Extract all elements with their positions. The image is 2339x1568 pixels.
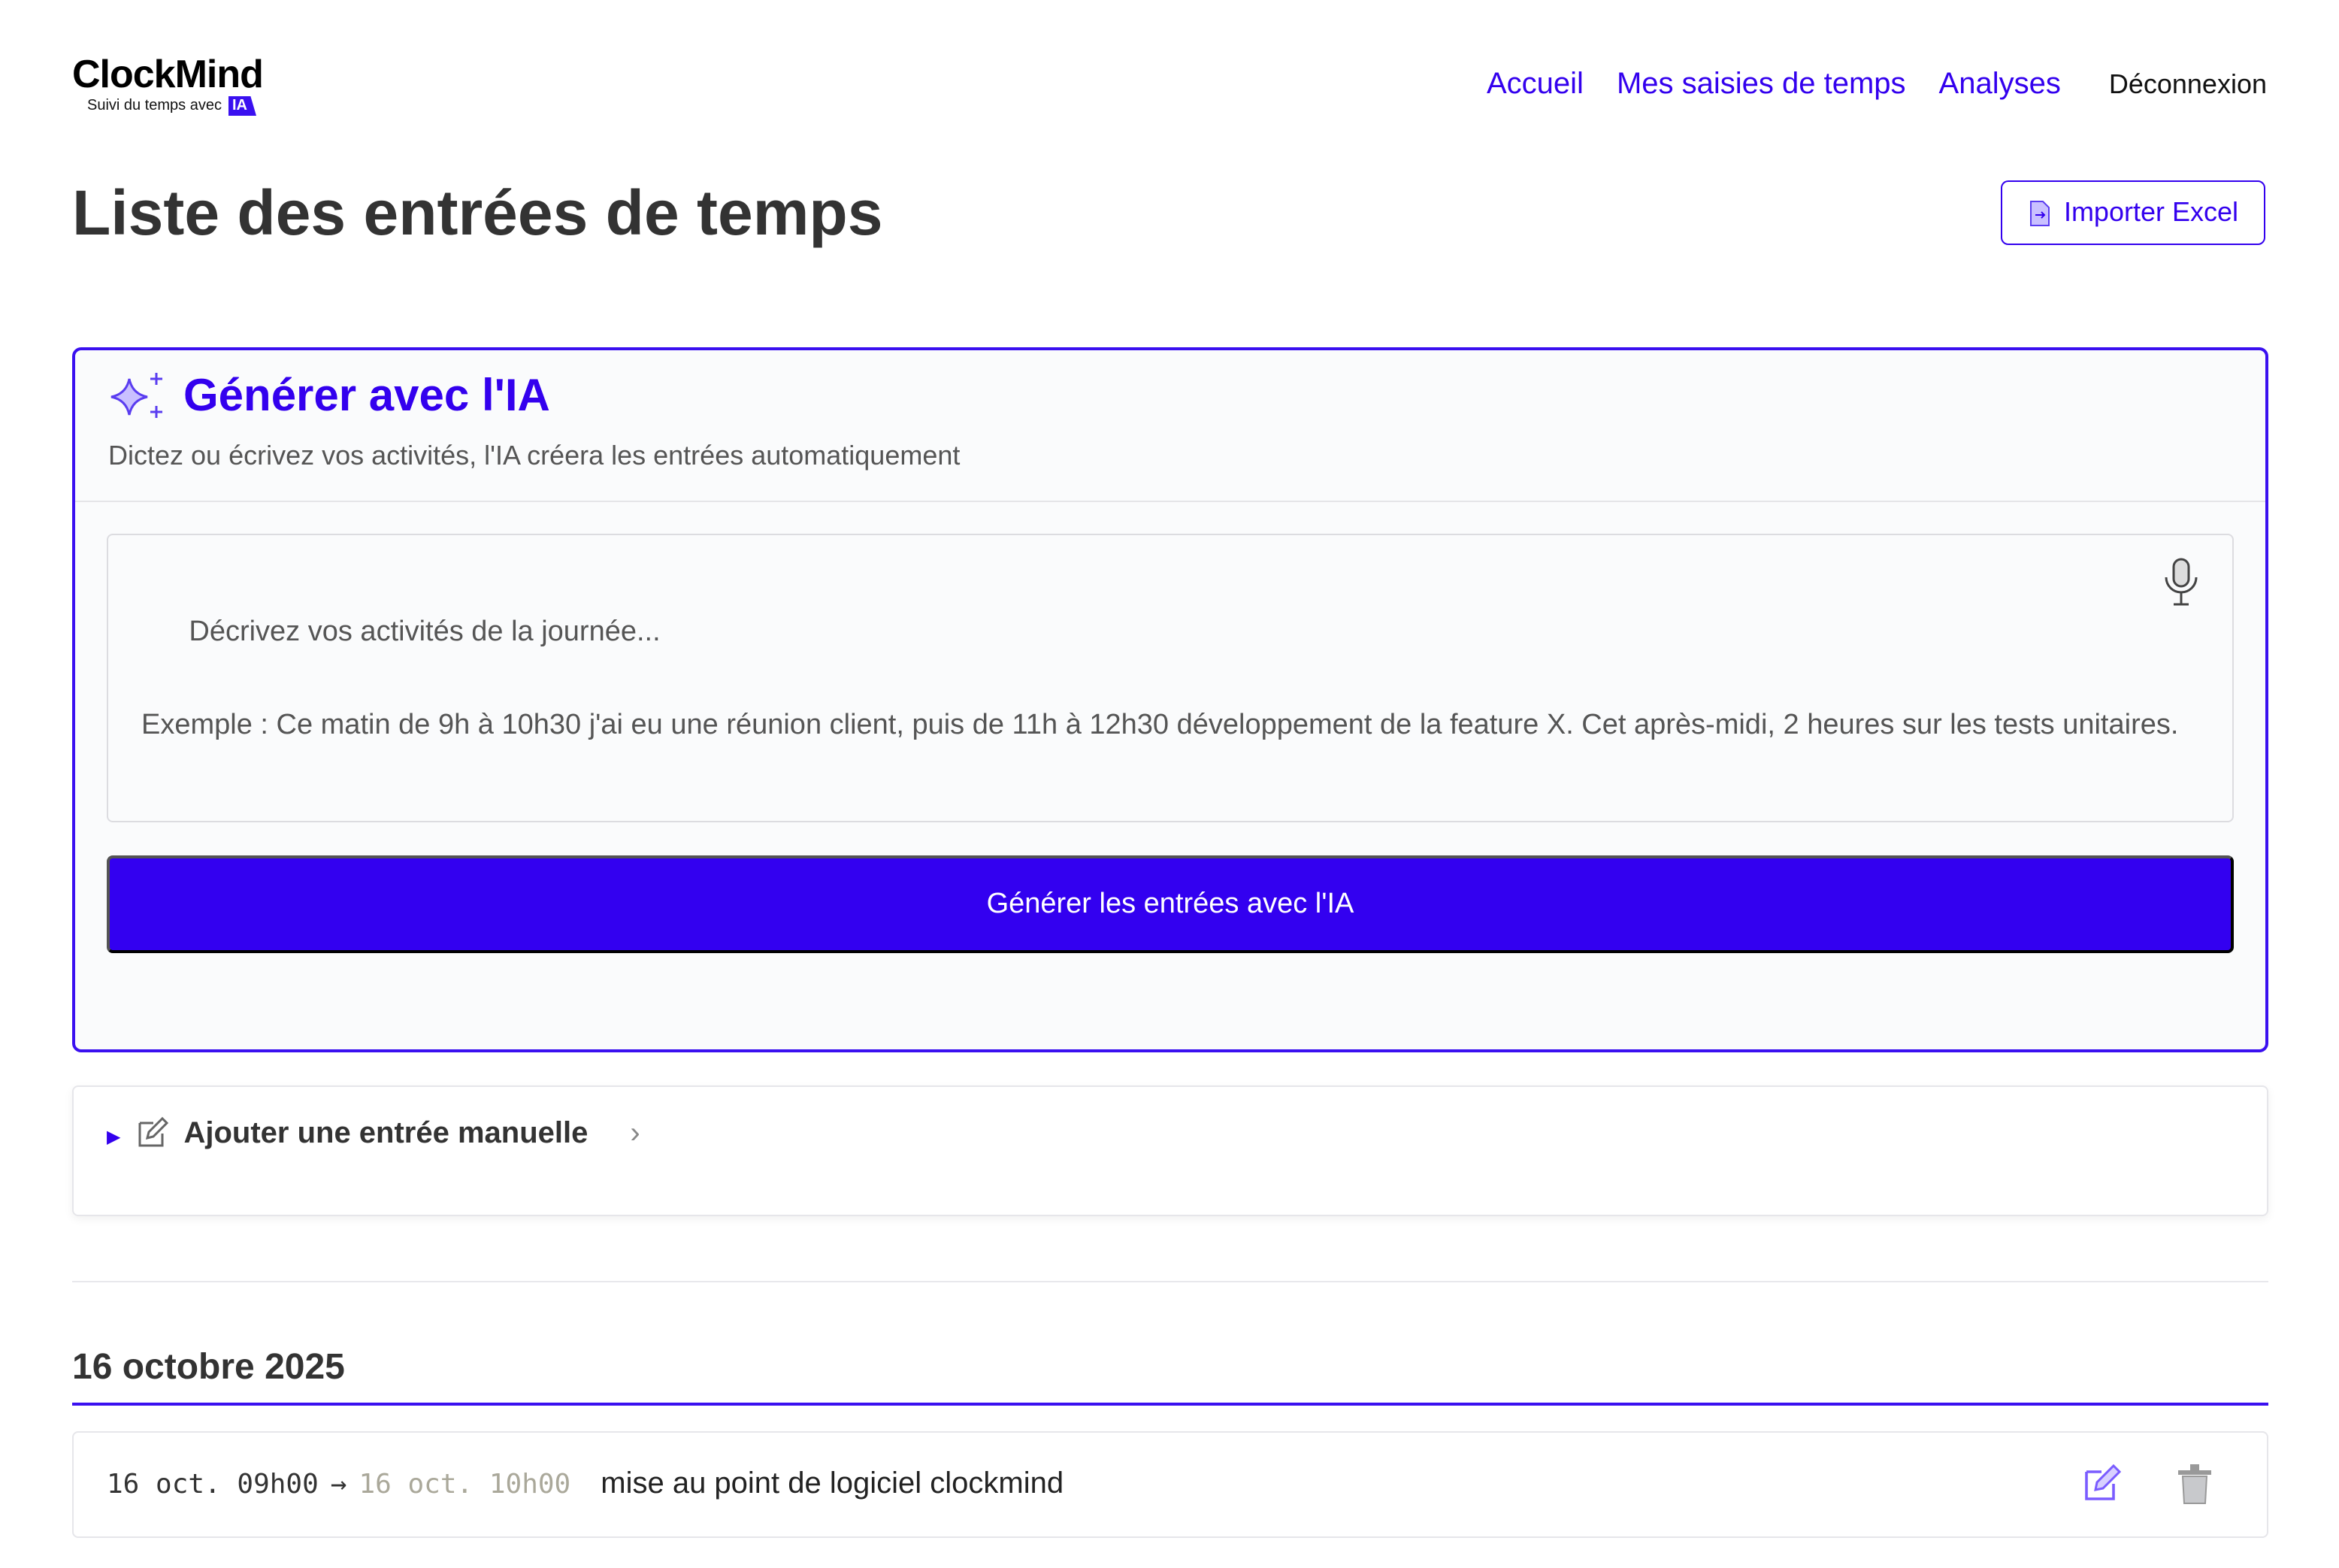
entry-start: 16 oct. 09h00 — [107, 1469, 319, 1500]
time-entry-row: 16 oct. 09h00 → 16 oct. 10h00 mise au po… — [72, 1431, 2268, 1538]
edit-icon — [138, 1117, 169, 1147]
tagline-text: Suivi du temps avec — [87, 98, 222, 114]
ai-generate-card: Générer avec l'IA Dictez ou écrivez vos … — [72, 347, 2268, 1052]
logo[interactable]: ClockMind — [72, 51, 264, 96]
main-nav: Accueil Mes saisies de temps Analyses Dé… — [1487, 68, 2267, 102]
sparkles-icon — [110, 373, 162, 418]
activity-textarea[interactable]: Décrivez vos activités de la journée... … — [107, 534, 2234, 822]
nav-analyses[interactable]: Analyses — [1938, 68, 2061, 101]
divider — [72, 1281, 2268, 1282]
manual-entry-label: Ajouter une entrée manuelle — [183, 1117, 589, 1150]
logout-link[interactable]: Déconnexion — [2108, 69, 2267, 99]
add-manual-entry-toggle[interactable]: ▶ Ajouter une entrée manuelle › — [72, 1085, 2268, 1216]
ai-subtitle: Dictez ou écrivez vos activités, l'IA cr… — [108, 440, 961, 471]
logo-tagline: Suivi du temps avec IA — [87, 96, 256, 116]
disclosure-triangle-icon: ▶ — [107, 1126, 121, 1147]
entry-end: 16 oct. 10h00 — [359, 1469, 571, 1500]
ai-title: Générer avec l'IA — [183, 371, 550, 421]
ia-badge: IA — [228, 96, 256, 116]
import-excel-button[interactable]: Importer Excel — [2001, 180, 2265, 245]
import-excel-label: Importer Excel — [2063, 197, 2239, 227]
arrow-icon: → — [330, 1469, 347, 1500]
nav-mes-saisies[interactable]: Mes saisies de temps — [1616, 68, 1906, 101]
date-group-heading: 16 octobre 2025 — [72, 1347, 345, 1388]
date-underline — [72, 1403, 2268, 1406]
entry-description: mise au point de logiciel clockmind — [601, 1467, 1064, 1500]
page-title: Liste des entrées de temps — [72, 177, 883, 248]
trash-icon[interactable] — [2177, 1463, 2213, 1505]
divider — [75, 501, 2265, 502]
generate-ai-button[interactable]: Générer les entrées avec l'IA — [107, 855, 2234, 953]
file-icon — [2029, 200, 2050, 226]
chevron-right-icon: › — [630, 1117, 640, 1150]
nav-accueil[interactable]: Accueil — [1486, 68, 1584, 101]
edit-entry-icon[interactable] — [2080, 1463, 2123, 1505]
textarea-placeholder: Décrivez vos activités de la journée... … — [141, 616, 2179, 741]
microphone-icon[interactable] — [2160, 556, 2202, 607]
